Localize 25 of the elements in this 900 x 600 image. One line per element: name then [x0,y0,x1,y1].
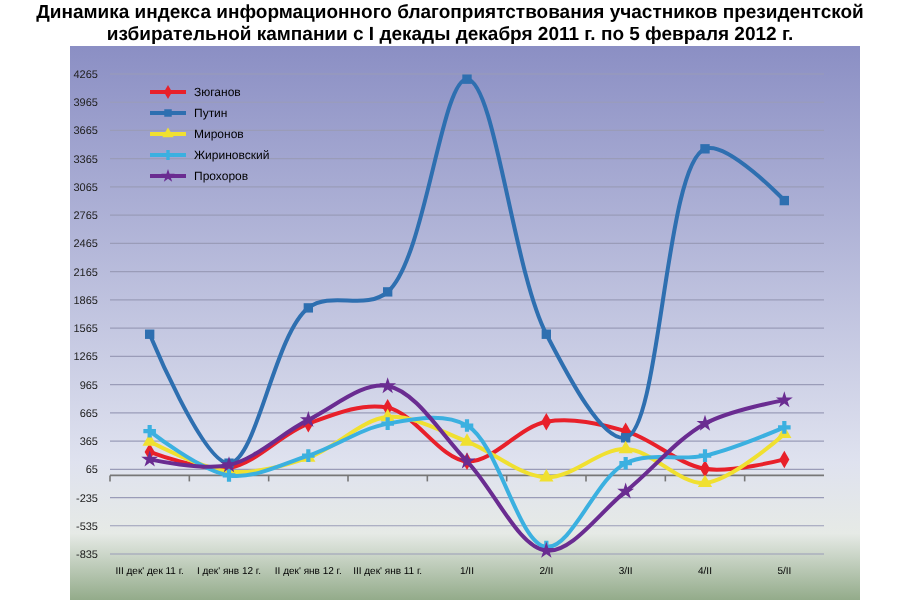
point [778,421,791,434]
point [697,474,713,488]
point [460,419,474,432]
point [698,449,712,462]
point [143,424,156,438]
point [539,469,554,482]
point [779,195,790,206]
point [462,74,472,84]
point [141,450,159,467]
chart-title: Динамика индекса информационного благоприятствования участников президентской избирательной кампании с I декады декабря 2011 г. по 5 февраля 2012 г. [36,2,865,46]
point [382,287,393,297]
point [617,482,635,499]
point [618,440,633,454]
point [696,414,714,431]
point [381,417,394,430]
point [144,329,155,339]
point [222,469,236,482]
point [379,377,397,394]
point [299,411,317,428]
point [775,391,793,408]
point [700,144,710,154]
point [619,456,632,470]
point [620,433,631,443]
point [303,303,314,313]
point [541,329,552,339]
